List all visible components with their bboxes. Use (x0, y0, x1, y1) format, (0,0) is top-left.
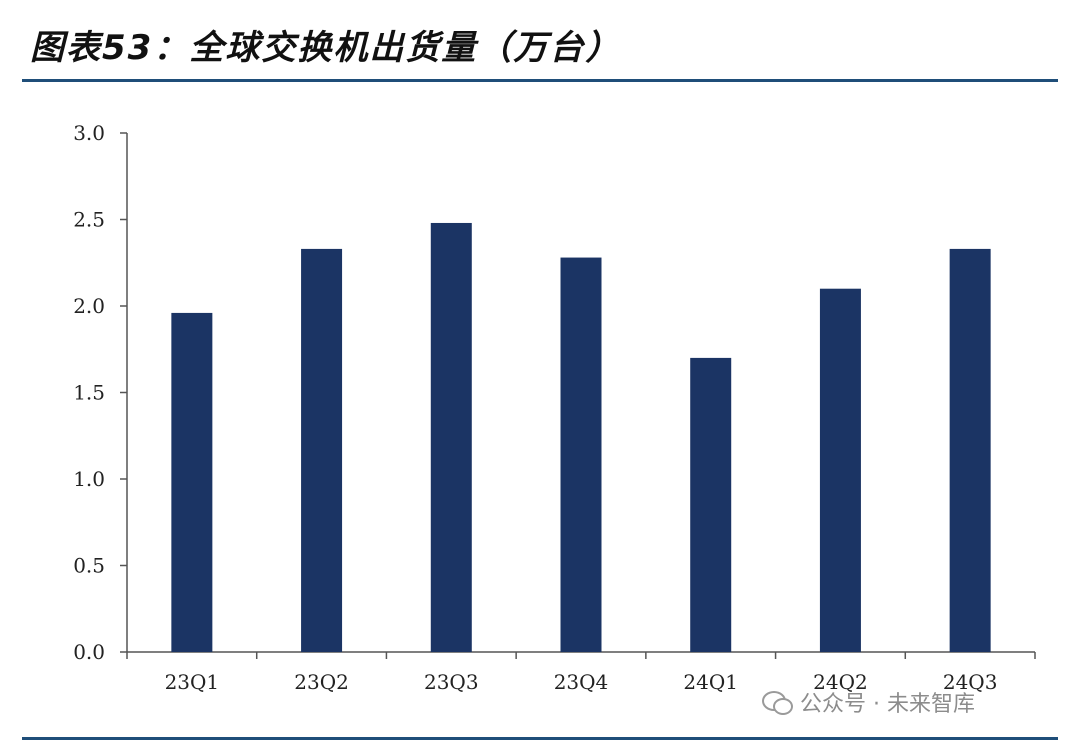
watermark-text: 公众号 · 未来智库 (800, 692, 975, 717)
y-tick-label: 2.0 (73, 294, 105, 318)
wechat-icon (762, 689, 793, 715)
bar-23Q1 (171, 312, 213, 652)
bar-23Q3 (430, 222, 472, 652)
bar-23Q2 (301, 248, 343, 652)
x-tick-label: 24Q2 (813, 670, 868, 694)
figure-title: 图表53：全球交换机出货量（万台） (30, 27, 622, 68)
bar-24Q3 (949, 248, 991, 652)
x-tick-label: 23Q4 (554, 670, 609, 694)
x-tick-label: 23Q1 (165, 670, 220, 694)
x-tick-label: 24Q3 (943, 670, 998, 694)
bar-24Q1 (690, 357, 732, 652)
y-tick-label: 1.5 (73, 381, 105, 405)
x-tick-label: 23Q2 (294, 670, 349, 694)
bar-23Q4 (560, 257, 602, 652)
bar-chart: 0.0 0.5 1.0 1.5 2.0 2.5 3.0 23Q1 23Q2 23Q3 23Q4 24Q… (73, 121, 1036, 694)
bottom-rule (22, 737, 1058, 740)
x-tick-label: 23Q3 (424, 670, 479, 694)
x-tick-label: 24Q1 (683, 670, 738, 694)
title-bar: 图表53：全球交换机出货量（万台） (30, 14, 621, 74)
y-tick-label: 1.0 (73, 467, 105, 491)
y-tick-label: 0.5 (73, 554, 105, 578)
y-tick-label: 2.5 (73, 208, 105, 232)
watermark: 公众号 · 未来智库 (762, 686, 975, 718)
top-rule (22, 79, 1058, 82)
y-tick-label: 3.0 (73, 121, 105, 145)
bar-24Q2 (819, 288, 861, 652)
y-tick-label: 0.0 (73, 640, 105, 664)
